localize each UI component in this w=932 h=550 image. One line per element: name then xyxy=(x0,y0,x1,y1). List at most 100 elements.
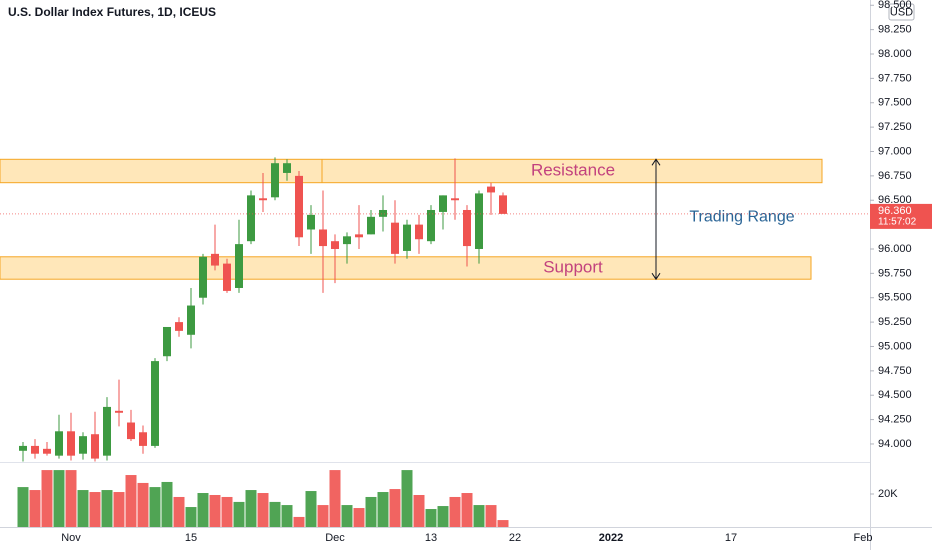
volume-bar xyxy=(161,481,173,527)
candle-body xyxy=(31,445,39,454)
arrow-head xyxy=(651,272,661,281)
candle-body xyxy=(55,431,63,456)
candle-body xyxy=(247,195,255,242)
candle-body xyxy=(355,234,363,238)
candle-body xyxy=(67,431,75,456)
candle-body xyxy=(379,209,387,217)
x-tick-label: 17 xyxy=(725,532,737,544)
volume-bar xyxy=(425,509,437,527)
volume-bar xyxy=(401,470,413,527)
candle-body xyxy=(271,163,279,198)
volume-bar xyxy=(389,489,401,527)
candle-body xyxy=(427,209,435,242)
volume-bar xyxy=(269,501,281,527)
y-tick-label: 98.250 xyxy=(878,24,912,36)
volume-bar xyxy=(449,496,461,527)
x-tick-label: 22 xyxy=(509,532,521,544)
candle-body xyxy=(235,244,243,288)
volume-bar xyxy=(353,508,365,527)
volume-bar xyxy=(233,501,245,527)
volume-bar xyxy=(197,493,209,527)
candle-body xyxy=(127,422,135,440)
candle-body xyxy=(163,326,171,357)
volume-bar xyxy=(497,520,509,527)
x-tick-label: 2022 xyxy=(599,532,623,544)
y-tick-label: 95.250 xyxy=(878,316,912,328)
volume-bar xyxy=(113,492,125,527)
candle-body xyxy=(223,263,231,291)
y-tick-label: 96.750 xyxy=(878,170,912,182)
last-price-label: 96.360 xyxy=(878,205,912,217)
volume-bar xyxy=(221,496,233,527)
volume-bar xyxy=(137,482,149,527)
volume-bar xyxy=(365,496,377,527)
volume-bar xyxy=(41,470,53,527)
y-tick-label: 95.750 xyxy=(878,267,912,279)
volume-bar xyxy=(317,505,329,527)
volume-bar xyxy=(413,494,425,527)
last-price-box xyxy=(870,203,932,229)
candle-body xyxy=(307,214,315,230)
volume-bar xyxy=(101,490,113,527)
candle-body xyxy=(139,432,147,446)
chart-title: U.S. Dollar Index Futures, 1D, ICEUS xyxy=(8,5,216,19)
volume-bar xyxy=(77,490,89,527)
volume-bar xyxy=(245,490,257,527)
marks xyxy=(17,157,509,527)
x-tick-label: Dec xyxy=(325,532,345,544)
volume-bar xyxy=(89,492,101,527)
candle-body xyxy=(403,224,411,251)
candle-body xyxy=(475,193,483,249)
y-tick-label: 96.500 xyxy=(878,194,912,206)
volume-bar xyxy=(461,493,473,527)
volume-bar xyxy=(149,487,161,527)
candle-body xyxy=(19,445,27,451)
annotation: Trading Range xyxy=(689,208,794,225)
volume-bar xyxy=(341,505,353,527)
candle-body xyxy=(43,448,51,454)
candle-body xyxy=(79,436,87,454)
volume-tick-label: 20K xyxy=(878,488,898,500)
arrow-head xyxy=(651,158,661,166)
candle-body xyxy=(463,209,471,247)
volume-bar xyxy=(125,475,137,527)
candle-body xyxy=(175,322,183,331)
volume-bar xyxy=(53,470,65,527)
candle-body xyxy=(295,175,303,238)
y-tick-label: 95.500 xyxy=(878,292,912,304)
zone xyxy=(0,158,823,184)
zone-label: Support xyxy=(543,257,603,276)
y-tick-label: 98.500 xyxy=(878,0,912,11)
x-tick-label: 15 xyxy=(185,532,197,544)
volume-bar xyxy=(257,493,269,527)
zone xyxy=(0,256,812,280)
candle-body xyxy=(415,224,423,240)
y-tick-label: 97.750 xyxy=(878,72,912,84)
y-tick-label: 97.500 xyxy=(878,97,912,109)
x-tick-label: 13 xyxy=(425,532,437,544)
candle-body xyxy=(439,195,447,212)
countdown: 11:57:02 xyxy=(878,217,917,228)
candle-body xyxy=(91,434,99,459)
candle-body xyxy=(367,216,375,235)
candle-body xyxy=(199,256,207,298)
volume-bar xyxy=(329,470,341,527)
candle-body xyxy=(343,236,351,245)
y-tick-label: 94.750 xyxy=(878,365,912,377)
zone-label: Resistance xyxy=(531,160,615,179)
volume-bar xyxy=(209,494,221,527)
y-tick-label: 95.000 xyxy=(878,340,912,352)
candle-body xyxy=(499,195,507,214)
volume-bar xyxy=(305,491,317,527)
currency: USD xyxy=(890,6,913,18)
y-tick-label: 94.250 xyxy=(878,413,912,425)
x-tick-label: Nov xyxy=(61,532,81,544)
volume-bar xyxy=(185,507,197,527)
volume-bar xyxy=(377,492,389,527)
candle-body xyxy=(151,361,159,446)
candle-body xyxy=(259,198,267,201)
candle-body xyxy=(283,163,291,173)
volume-bar xyxy=(473,505,485,527)
candle-body xyxy=(211,253,219,266)
